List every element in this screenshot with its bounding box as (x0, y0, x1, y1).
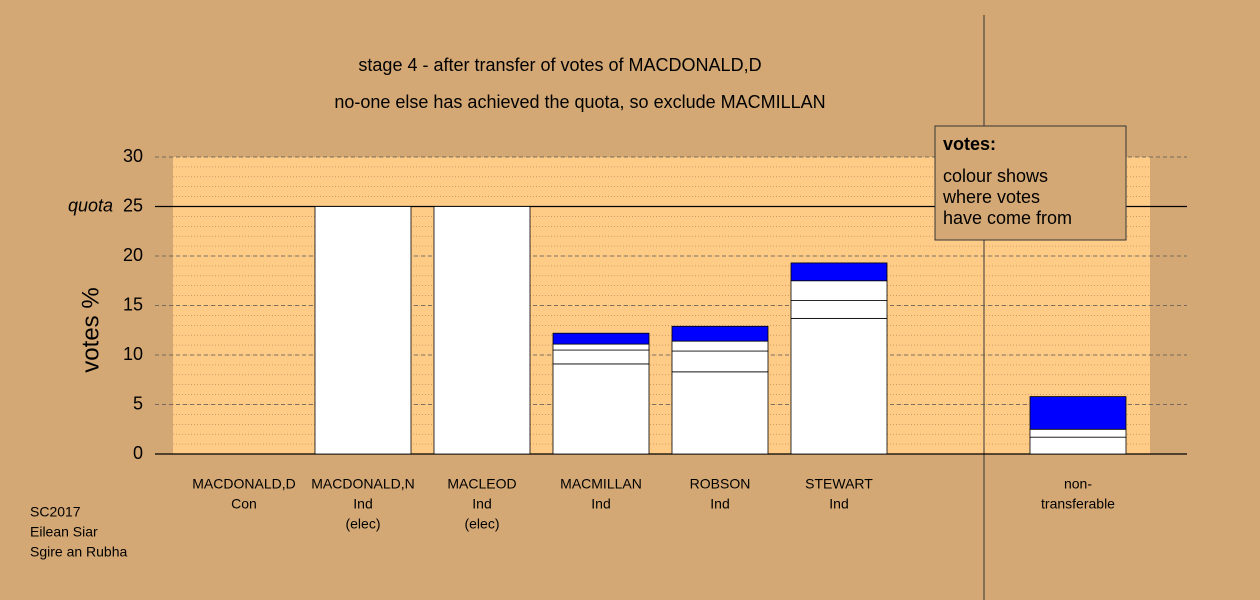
x-tick-label: (elec) (464, 516, 499, 532)
chart-subtitle: no-one else has achieved the quota, so e… (334, 92, 825, 112)
bar-segment (671, 371, 769, 455)
footnote: Eilean Siar (30, 524, 98, 540)
chart-title: stage 4 - after transfer of votes of MAC… (358, 55, 761, 75)
x-tick-label: (elec) (345, 516, 380, 532)
bar-segment (433, 206, 531, 455)
x-tick-label: Ind (710, 496, 729, 512)
x-tick-label: MACDONALD,D (192, 476, 295, 492)
y-tick-label: 10 (123, 344, 143, 364)
x-tick-label: Con (231, 496, 257, 512)
legend-box (934, 125, 1127, 241)
bar-segment (1029, 436, 1127, 455)
y-tick-label: 30 (123, 146, 143, 166)
footnote: SC2017 (30, 504, 81, 520)
x-tick-label: STEWART (805, 476, 873, 492)
bar-segment (552, 349, 650, 365)
bar-segment (1029, 396, 1127, 430)
bar-segment (552, 332, 650, 345)
legend-text: votes: (943, 134, 996, 154)
x-tick-label: MACMILLAN (560, 476, 642, 492)
legend-text: where votes (942, 187, 1040, 207)
y-tick-label: 25 (123, 195, 143, 215)
bar-segment (552, 343, 650, 351)
footnote: Sgire an Rubha (30, 544, 128, 560)
bar-segment (314, 206, 412, 455)
bar-segment (1029, 428, 1127, 438)
bar-segment (671, 340, 769, 352)
x-tick-label: Ind (353, 496, 372, 512)
bar-segment (671, 325, 769, 342)
x-tick-label: Ind (829, 496, 848, 512)
x-tick-label: Ind (591, 496, 610, 512)
x-tick-label: ROBSON (690, 476, 751, 492)
y-axis-label: votes % (77, 287, 104, 372)
y-tick-label: 5 (133, 393, 143, 413)
x-tick-label: MACDONALD,N (311, 476, 414, 492)
y-tick-label: 15 (123, 294, 143, 314)
bar-segment (790, 262, 888, 282)
y-tick-label: 20 (123, 245, 143, 265)
x-tick-label: MACLEOD (447, 476, 516, 492)
quota-label: quota (68, 195, 113, 215)
bar-segment (790, 317, 888, 455)
bar-segment (552, 363, 650, 455)
x-tick-label: non- (1064, 476, 1092, 492)
legend-text: colour shows (943, 166, 1048, 186)
bar-segment (790, 300, 888, 319)
x-tick-label: Ind (472, 496, 491, 512)
y-tick-label: 0 (133, 443, 143, 463)
x-tick-label: transferable (1041, 496, 1115, 512)
legend-text: have come from (943, 208, 1072, 228)
bar-segment (790, 280, 888, 301)
bar-segment (671, 350, 769, 373)
